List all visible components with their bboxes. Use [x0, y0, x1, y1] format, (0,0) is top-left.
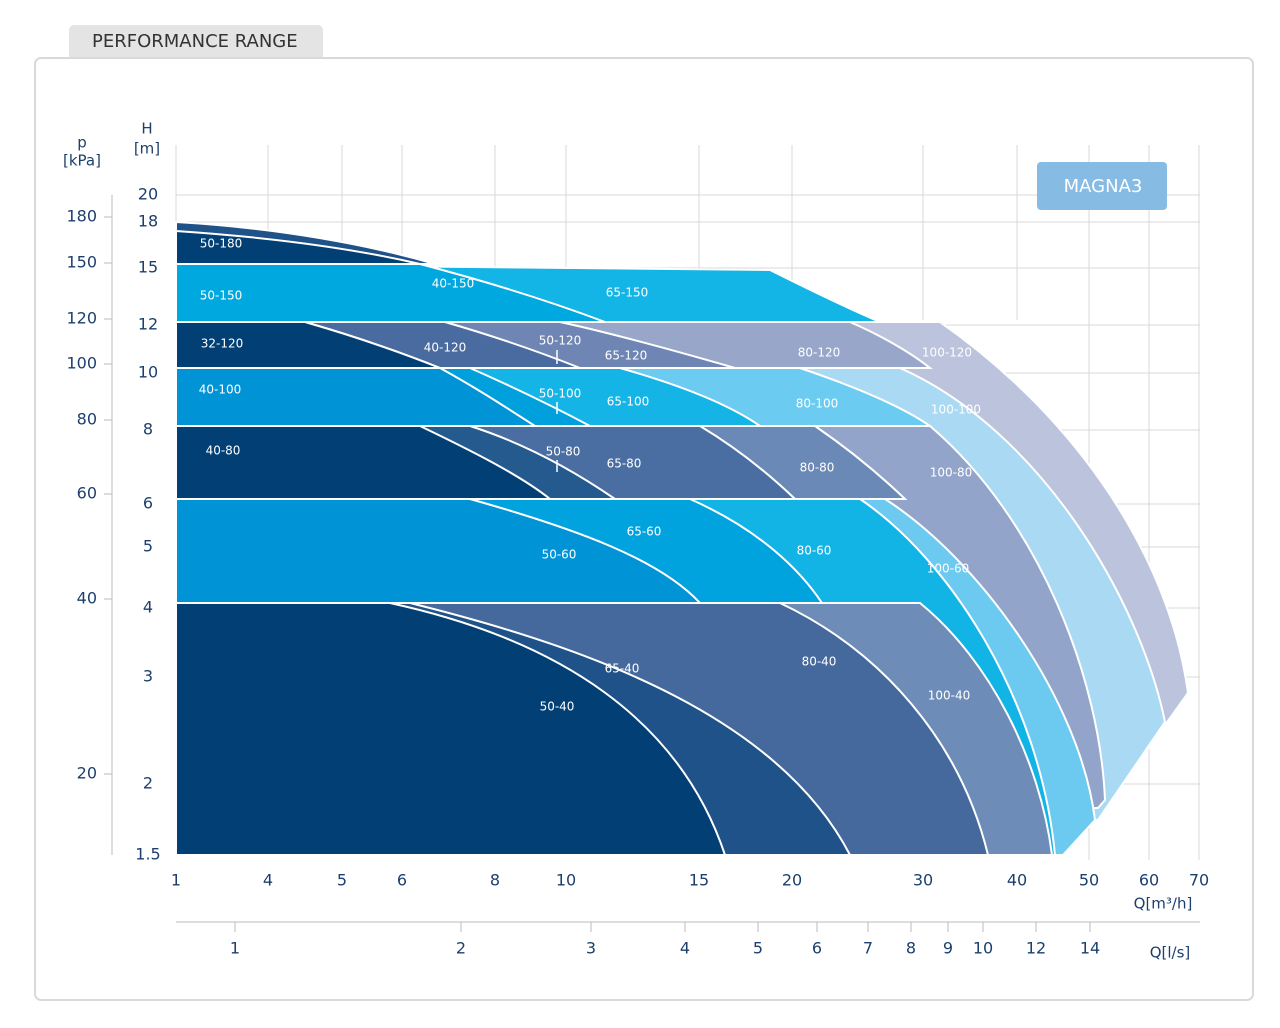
frame — [34, 57, 1254, 1001]
q-m3h-tick-label: 15 — [689, 871, 709, 890]
q-m3h-label: Q[m³/h] — [1134, 895, 1193, 913]
tab — [69, 25, 323, 57]
h-tick-label: 15 — [138, 258, 158, 277]
h-tick-label: 12 — [138, 315, 158, 334]
q-m3h-tick-label: 10 — [556, 871, 576, 890]
region-label: 80-120 — [798, 346, 841, 360]
region — [175, 321, 441, 369]
q-m3h-tick-label: 40 — [1007, 871, 1027, 890]
q-ls-tick-label: 1 — [230, 939, 240, 958]
h-tick-label: 20 — [138, 185, 158, 204]
p-tick-label: 150 — [66, 253, 97, 272]
region-label: 50-100 — [539, 387, 582, 401]
region-label: 50-40 — [540, 700, 575, 714]
q-m3h-tick-label: 4 — [263, 871, 273, 890]
region-label: 40-150 — [432, 277, 475, 291]
region-label: 65-150 — [606, 286, 649, 300]
q-ls-tick-label: 4 — [680, 939, 690, 958]
q-m3h-tick-label: 70 — [1189, 871, 1209, 890]
h-unit: [m] — [134, 140, 160, 158]
region-label: 50-80 — [546, 445, 581, 459]
region-label: 65-100 — [607, 395, 650, 409]
q-ls-tick-label: 8 — [906, 939, 916, 958]
q-ls-tick-label: 6 — [812, 939, 822, 958]
p-unit: [kPa] — [63, 152, 101, 170]
h-tick-label: 1.5 — [135, 845, 160, 864]
q-ls-tick-label: 7 — [863, 939, 873, 958]
q-ls-label: Q[l/s] — [1150, 944, 1191, 962]
region-label: 40-180 — [199, 201, 242, 215]
badge — [1037, 162, 1167, 210]
q-m3h-tick-label: 20 — [782, 871, 802, 890]
q-m3h-tick-label: 1 — [171, 871, 181, 890]
q-m3h-tick-label: 30 — [913, 871, 933, 890]
region-label: 50-60 — [542, 548, 577, 562]
p-tick-label: 100 — [66, 354, 97, 373]
region — [175, 229, 421, 265]
region-label: 50-120 — [539, 334, 582, 348]
region — [175, 602, 727, 856]
p-tick-label: 40 — [77, 589, 97, 608]
h-label: H — [141, 120, 152, 138]
region-label: 50-150 — [200, 289, 243, 303]
h-tick-label: 6 — [143, 494, 153, 513]
region-label: 40-80 — [206, 444, 241, 458]
region-label: 100-60 — [927, 562, 970, 576]
q-ls-tick-label: 3 — [586, 939, 596, 958]
region-label: 65-80 — [607, 457, 642, 471]
region-label: 80-80 — [800, 461, 835, 475]
region — [175, 498, 703, 604]
tab-title: PERFORMANCE RANGE — [92, 31, 298, 52]
q-ls-tick-label: 10 — [973, 939, 993, 958]
regions: 100-120 100-100 100-80 100-60 80-60 100-40 80-… — [175, 201, 1190, 856]
q-ls-tick-label: 2 — [456, 939, 466, 958]
q-ls-tick-label: 9 — [943, 939, 953, 958]
p-tick-label: 120 — [66, 309, 97, 328]
p-tick-label: 60 — [77, 484, 97, 503]
h-tick-label: 4 — [143, 598, 153, 617]
q-ls-tick-label: 5 — [753, 939, 763, 958]
h-tick-label: 3 — [143, 667, 153, 686]
q-m3h-tick-label: 8 — [490, 871, 500, 890]
region — [175, 367, 539, 427]
region — [175, 263, 606, 323]
region — [175, 425, 553, 500]
badge-text: MAGNA3 — [1064, 176, 1143, 197]
h-tick-label: 5 — [143, 537, 153, 556]
p-tick-label: 20 — [77, 764, 97, 783]
p-tick-label: 80 — [77, 410, 97, 429]
h-tick-label: 10 — [138, 363, 158, 382]
region-label: 32-120 — [201, 337, 244, 351]
region-label: 80-100 — [796, 397, 839, 411]
h-tick-label: 18 — [138, 212, 158, 231]
region-label: 80-60 — [797, 544, 832, 558]
region-label: 65-120 — [605, 349, 648, 363]
q-m3h-tick-label: 50 — [1079, 871, 1099, 890]
region-label: 100-80 — [930, 466, 973, 480]
p-tick-label: 180 — [66, 207, 97, 226]
q-ls-tick-label: 12 — [1026, 939, 1046, 958]
q-ls-tick-label: 14 — [1080, 939, 1100, 958]
region-label: 100-40 — [928, 689, 971, 703]
region-label: 65-60 — [627, 525, 662, 539]
region-label: 40-120 — [424, 341, 467, 355]
q-m3h-tick-label: 6 — [397, 871, 407, 890]
region-label: 100-100 — [931, 403, 981, 417]
region-label: 65-40 — [605, 662, 640, 676]
region-label: 100-120 — [922, 346, 972, 360]
q-m3h-tick-label: 5 — [337, 871, 347, 890]
h-tick-label: 8 — [143, 420, 153, 439]
region-label: 80-40 — [802, 655, 837, 669]
q-m3h-tick-label: 60 — [1139, 871, 1159, 890]
h-tick-label: 2 — [143, 774, 153, 793]
region-label: 50-180 — [200, 237, 243, 251]
region-label: 40-100 — [199, 383, 242, 397]
p-label: p — [77, 134, 87, 152]
